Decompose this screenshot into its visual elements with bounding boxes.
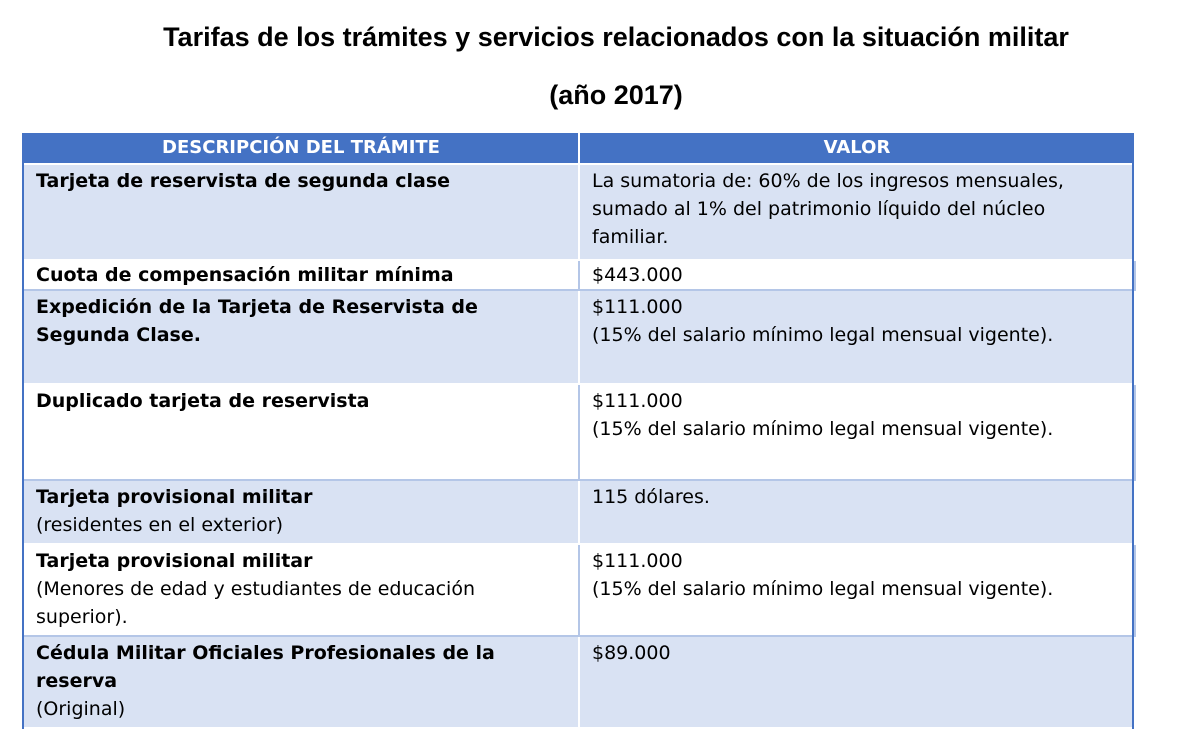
row-value-line: 115 dólares.	[592, 486, 710, 508]
row-description: Expedición de la Tarjeta de Reservista d…	[22, 289, 580, 385]
table-row: Cédula Militar Oficiales Profesionales d…	[22, 635, 1136, 729]
row-value: La sumatoria de: 60% de los ingresos men…	[578, 163, 1136, 261]
row-description: Tarjeta provisional militar (residentes …	[22, 479, 580, 545]
row-value-line: $443.000	[592, 264, 683, 286]
row-description-title: Tarjeta provisional militar	[36, 486, 313, 508]
row-value: $443.000	[578, 259, 1136, 291]
table-row: Expedición de la Tarjeta de Reservista d…	[22, 289, 1136, 385]
row-value: 115 dólares.	[578, 479, 1136, 545]
table-row: Tarjeta provisional militar (residentes …	[22, 479, 1136, 545]
row-value: $111.000 (15% del salario mínimo legal m…	[578, 383, 1136, 481]
header-value: VALOR	[578, 133, 1136, 165]
table-header-row: DESCRIPCIÓN DEL TRÁMITE VALOR	[22, 133, 1136, 165]
table-row: Tarjeta de reservista de segunda clase L…	[22, 163, 1136, 261]
row-value: $111.000 (15% del salario mínimo legal m…	[578, 543, 1136, 637]
row-description-note: (Original)	[36, 698, 126, 720]
fees-table: DESCRIPCIÓN DEL TRÁMITE VALOR Tarjeta de…	[22, 133, 1136, 729]
row-description: Cédula Militar Oficiales Profesionales d…	[22, 635, 580, 729]
row-value-line: (15% del salario mínimo legal mensual vi…	[592, 324, 1054, 346]
row-value-line: $111.000	[592, 390, 683, 412]
document-title: Tarifas de los trámites y servicios rela…	[163, 22, 1069, 52]
row-description-title: Cuota de compensación militar mínima	[36, 264, 454, 286]
row-value-line: familiar.	[592, 226, 669, 248]
row-value-line: (15% del salario mínimo legal mensual vi…	[592, 578, 1054, 600]
row-description: Tarjeta provisional militar (Menores de …	[22, 543, 580, 637]
table-row: Tarjeta provisional militar (Menores de …	[22, 543, 1136, 637]
row-value: $111.000 (15% del salario mínimo legal m…	[578, 289, 1136, 385]
table-row: Cuota de compensación militar mínima $44…	[22, 259, 1136, 291]
row-description: Cuota de compensación militar mínima	[22, 259, 580, 291]
header-description: DESCRIPCIÓN DEL TRÁMITE	[22, 133, 580, 165]
row-value-line: $111.000	[592, 550, 683, 572]
document-subtitle-year: (año 2017)	[549, 80, 683, 110]
row-description-title: Cédula Militar Oficiales Profesionales d…	[36, 642, 495, 692]
row-description-note: (residentes en el exterior)	[36, 514, 283, 536]
row-description: Duplicado tarjeta de reservista	[22, 383, 580, 481]
row-description-title: Duplicado tarjeta de reservista	[36, 390, 370, 412]
row-value-line: La sumatoria de: 60% de los ingresos men…	[592, 170, 1064, 192]
row-value-line: sumado al 1% del patrimonio líquido del …	[592, 198, 1046, 220]
row-value-line: $111.000	[592, 296, 683, 318]
row-description-note: (Menores de edad y estudiantes de educac…	[36, 578, 475, 628]
row-description: Tarjeta de reservista de segunda clase	[22, 163, 580, 261]
row-value-line: (15% del salario mínimo legal mensual vi…	[592, 418, 1054, 440]
row-description-title: Tarjeta de reservista de segunda clase	[36, 170, 451, 192]
row-description-title: Tarjeta provisional militar	[36, 550, 313, 572]
fees-table-container: DESCRIPCIÓN DEL TRÁMITE VALOR Tarjeta de…	[22, 133, 1136, 729]
table-row: Duplicado tarjeta de reservista $111.000…	[22, 383, 1136, 481]
row-value-line: $89.000	[592, 642, 671, 664]
row-value: $89.000	[578, 635, 1136, 729]
row-description-title: Expedición de la Tarjeta de Reservista d…	[36, 296, 478, 346]
